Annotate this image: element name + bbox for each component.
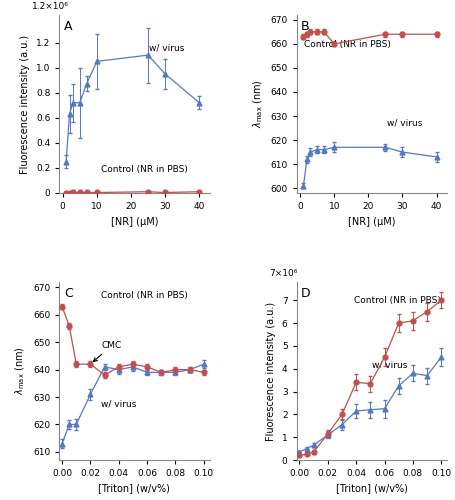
Text: Control (NR in PBS): Control (NR in PBS) bbox=[353, 296, 440, 306]
Y-axis label: $\lambda_{\rm max}$ (nm): $\lambda_{\rm max}$ (nm) bbox=[251, 80, 264, 128]
Text: Control (NR in PBS): Control (NR in PBS) bbox=[101, 164, 188, 173]
X-axis label: [NR] (μM): [NR] (μM) bbox=[347, 216, 394, 226]
Text: 1.2×10⁶: 1.2×10⁶ bbox=[32, 2, 69, 12]
Text: w/ virus: w/ virus bbox=[101, 400, 136, 408]
X-axis label: [Triton] (w/v%): [Triton] (w/v%) bbox=[335, 484, 407, 494]
Text: Control (NR in PBS): Control (NR in PBS) bbox=[101, 291, 188, 300]
Text: 7×10⁶: 7×10⁶ bbox=[269, 270, 297, 278]
Text: w/ virus: w/ virus bbox=[371, 360, 406, 370]
Text: w/ virus: w/ virus bbox=[386, 118, 421, 128]
X-axis label: [NR] (μM): [NR] (μM) bbox=[111, 216, 158, 226]
Y-axis label: $\lambda_{\rm max}$ (nm): $\lambda_{\rm max}$ (nm) bbox=[14, 346, 27, 396]
Text: C: C bbox=[64, 288, 72, 300]
Text: Control (NR in PBS): Control (NR in PBS) bbox=[303, 40, 390, 49]
Text: B: B bbox=[300, 20, 309, 34]
Text: w/ virus: w/ virus bbox=[149, 44, 184, 52]
Y-axis label: Fluorescence intensity (a.u.): Fluorescence intensity (a.u.) bbox=[20, 34, 30, 173]
Text: D: D bbox=[300, 288, 310, 300]
Y-axis label: Fluorescence intensity (a.u.): Fluorescence intensity (a.u.) bbox=[266, 302, 276, 440]
Text: A: A bbox=[64, 20, 72, 34]
Text: CMC: CMC bbox=[93, 340, 122, 361]
X-axis label: [Triton] (w/v%): [Triton] (w/v%) bbox=[98, 484, 170, 494]
